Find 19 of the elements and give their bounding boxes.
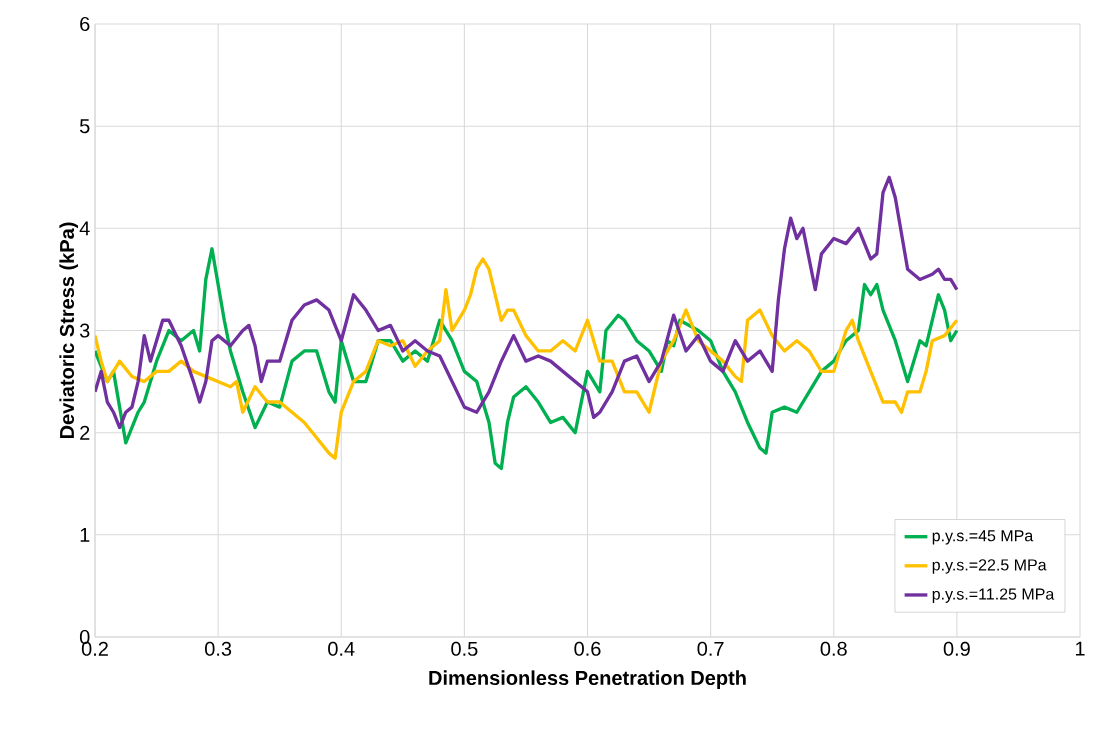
y-tick-label: 6 bbox=[80, 16, 90, 32]
x-axis-title: Dimensionless Penetration Depth bbox=[429, 670, 746, 689]
y-axis-title: Deviatoric Stress (kPa) bbox=[59, 222, 79, 439]
legend-label: p.y.s.=45 MPa bbox=[932, 530, 1034, 545]
x-tick-label: 0.8 bbox=[820, 641, 847, 656]
y-tick-label: 5 bbox=[79, 119, 90, 134]
legend-label: p.y.s.=11.25 MPa bbox=[932, 588, 1055, 603]
y-tick-label: 4 bbox=[79, 221, 90, 236]
y-tick-label: 3 bbox=[79, 323, 90, 338]
legend-label: p.y.s.=22.5 MPa bbox=[932, 559, 1047, 574]
x-tick-label: 0.9 bbox=[943, 641, 970, 656]
x-tick-label: 0.3 bbox=[205, 641, 232, 656]
y-tick-label: 1 bbox=[80, 527, 90, 542]
x-tick-label: 1 bbox=[1075, 641, 1085, 656]
y-tick-label: 2 bbox=[80, 425, 90, 440]
x-tick-label: 0.5 bbox=[451, 641, 478, 656]
x-tick-label: 0.7 bbox=[697, 641, 724, 656]
x-tick-label: 0.6 bbox=[574, 641, 601, 656]
x-tick-label: 0.4 bbox=[328, 641, 355, 656]
